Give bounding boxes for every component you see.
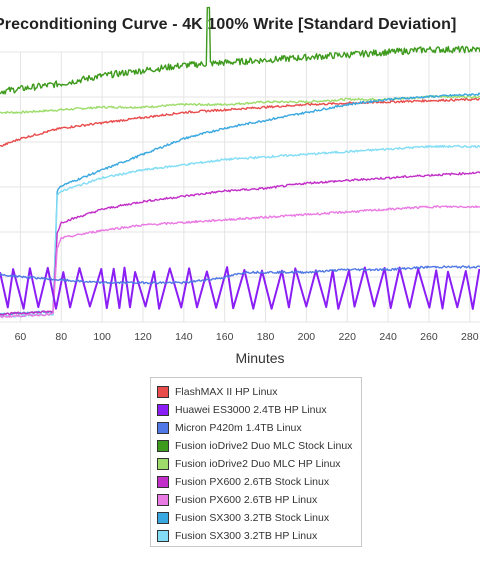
legend-label: Fusion ioDrive2 Duo MLC Stock Linux <box>175 440 353 452</box>
legend-label: Huawei ES3000 2.4TB HP Linux <box>175 404 327 416</box>
x-tick-label: 160 <box>216 331 234 343</box>
legend: FlashMAX II HP Linux Huawei ES3000 2.4TB … <box>150 377 362 547</box>
x-tick-label: 280 <box>461 331 479 343</box>
x-tick-label: 120 <box>134 331 152 343</box>
x-tick-labels: 60 80 100 120 140 160 180 200 220 240 260 280 <box>15 331 479 343</box>
chart-title: Preconditioning Curve - 4K 100% Write [S… <box>0 16 457 33</box>
x-tick-label: 100 <box>93 331 111 343</box>
x-tick-label: 180 <box>257 331 275 343</box>
x-tick-label: 260 <box>420 331 438 343</box>
x-tick-label: 80 <box>55 331 67 343</box>
series-line-7 <box>0 92 480 316</box>
legend-swatch <box>157 512 169 524</box>
legend-swatch <box>157 404 169 416</box>
legend-item[interactable]: Fusion SX300 3.2TB HP Linux <box>157 528 317 544</box>
legend-item[interactable]: Fusion PX600 2.6TB Stock Linux <box>157 474 329 490</box>
legend-item[interactable]: Micron P420m 1.4TB Linux <box>157 420 302 436</box>
series-layer <box>0 6 480 319</box>
legend-swatch <box>157 386 169 398</box>
x-tick-label: 220 <box>338 331 356 343</box>
legend-swatch <box>157 530 169 542</box>
legend-swatch <box>157 422 169 434</box>
legend-label: Fusion SX300 3.2TB Stock Linux <box>175 512 330 524</box>
legend-item[interactable]: Huawei ES3000 2.4TB HP Linux <box>157 402 327 418</box>
legend-swatch <box>157 494 169 506</box>
legend-item[interactable]: Fusion SX300 3.2TB Stock Linux <box>157 510 329 526</box>
legend-item[interactable]: Fusion ioDrive2 Duo MLC Stock Linux <box>157 438 352 454</box>
series-line-2 <box>0 265 480 285</box>
legend-label: FlashMAX II HP Linux <box>175 386 278 398</box>
legend-swatch <box>157 440 169 452</box>
x-tick-label: 200 <box>298 331 316 343</box>
x-tick-label: 240 <box>379 331 397 343</box>
legend-label: Micron P420m 1.4TB Linux <box>175 422 302 434</box>
legend-item[interactable]: Fusion ioDrive2 Duo MLC HP Linux <box>157 456 341 472</box>
legend-label: Fusion PX600 2.6TB Stock Linux <box>175 476 330 488</box>
legend-label: Fusion PX600 2.6TB HP Linux <box>175 494 318 506</box>
legend-item[interactable]: FlashMAX II HP Linux <box>157 384 278 400</box>
series-line-0 <box>0 97 480 148</box>
x-axis-label: Minutes <box>235 350 285 366</box>
series-line-3 <box>0 6 480 95</box>
x-tick-label: 140 <box>175 331 193 343</box>
series-line-5 <box>0 171 480 316</box>
legend-swatch <box>157 476 169 488</box>
legend-label: Fusion ioDrive2 Duo MLC HP Linux <box>175 458 341 470</box>
legend-item[interactable]: Fusion PX600 2.6TB HP Linux <box>157 492 317 508</box>
x-tick-label: 60 <box>15 331 27 343</box>
legend-label: Fusion SX300 3.2TB HP Linux <box>175 530 318 542</box>
series-line-8 <box>0 144 480 319</box>
legend-swatch <box>157 458 169 470</box>
series-line-6 <box>0 205 480 319</box>
